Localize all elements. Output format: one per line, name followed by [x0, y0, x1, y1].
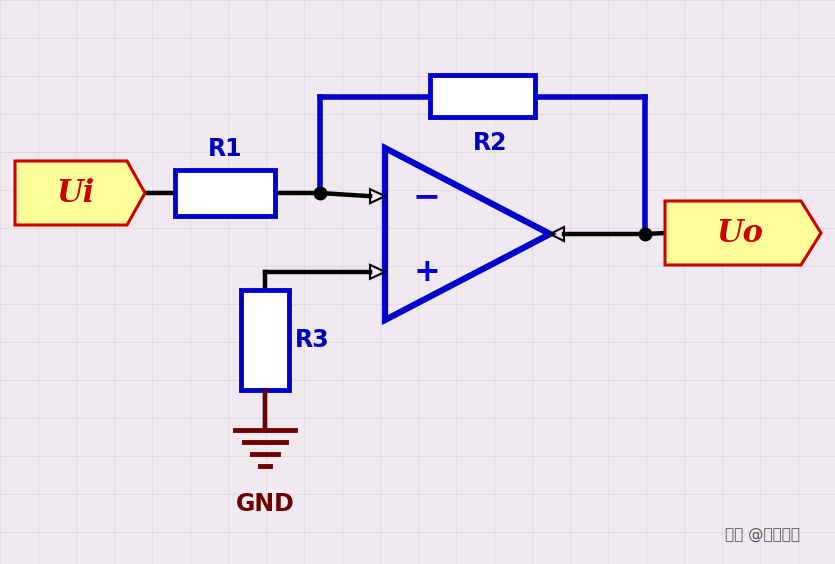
Text: R3: R3 [295, 328, 330, 352]
Text: −: − [413, 180, 441, 214]
Text: R1: R1 [208, 137, 242, 161]
Text: Ui: Ui [57, 178, 95, 209]
Polygon shape [15, 161, 145, 225]
Bar [430, 75, 535, 117]
Bar [241, 290, 289, 390]
Bar [175, 170, 275, 216]
Text: Uo: Uo [716, 218, 763, 249]
Text: 头条 @电卤药丸: 头条 @电卤药丸 [725, 527, 800, 542]
Polygon shape [665, 201, 821, 265]
Text: GND: GND [235, 492, 295, 516]
Text: R2: R2 [473, 131, 508, 155]
Text: +: + [413, 257, 440, 288]
